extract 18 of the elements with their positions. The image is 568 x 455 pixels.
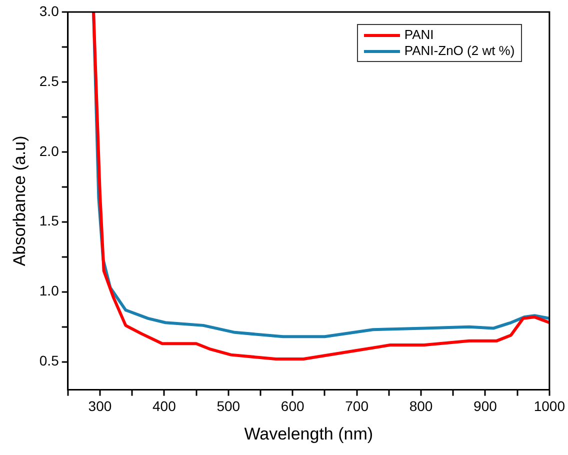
legend-label: PANI	[404, 27, 434, 43]
y-axis-title: Absorbance (a.u)	[10, 136, 29, 266]
x-tick-label: 500	[216, 398, 240, 414]
x-tick-label: 900	[474, 398, 498, 414]
x-tick-label: 1000	[534, 398, 566, 414]
y-tick-label: 2.0	[39, 142, 60, 159]
y-tick-label: 2.5	[39, 72, 60, 89]
y-tick-label: 1.5	[39, 212, 60, 229]
y-tick-label: 1.0	[39, 282, 60, 299]
x-tick-label: 600	[280, 398, 304, 414]
x-tick-label: 300	[88, 398, 112, 414]
x-tick-label: 400	[152, 398, 176, 414]
x-axis-title: Wavelength (nm)	[244, 424, 374, 444]
y-tick-label: 3.0	[39, 2, 60, 19]
x-tick-label: 800	[409, 398, 433, 414]
y-tick-label: 0.5	[39, 352, 60, 369]
x-tick-label: 700	[345, 398, 369, 414]
legend-label: PANI-ZnO (2 wt %)	[404, 43, 515, 59]
